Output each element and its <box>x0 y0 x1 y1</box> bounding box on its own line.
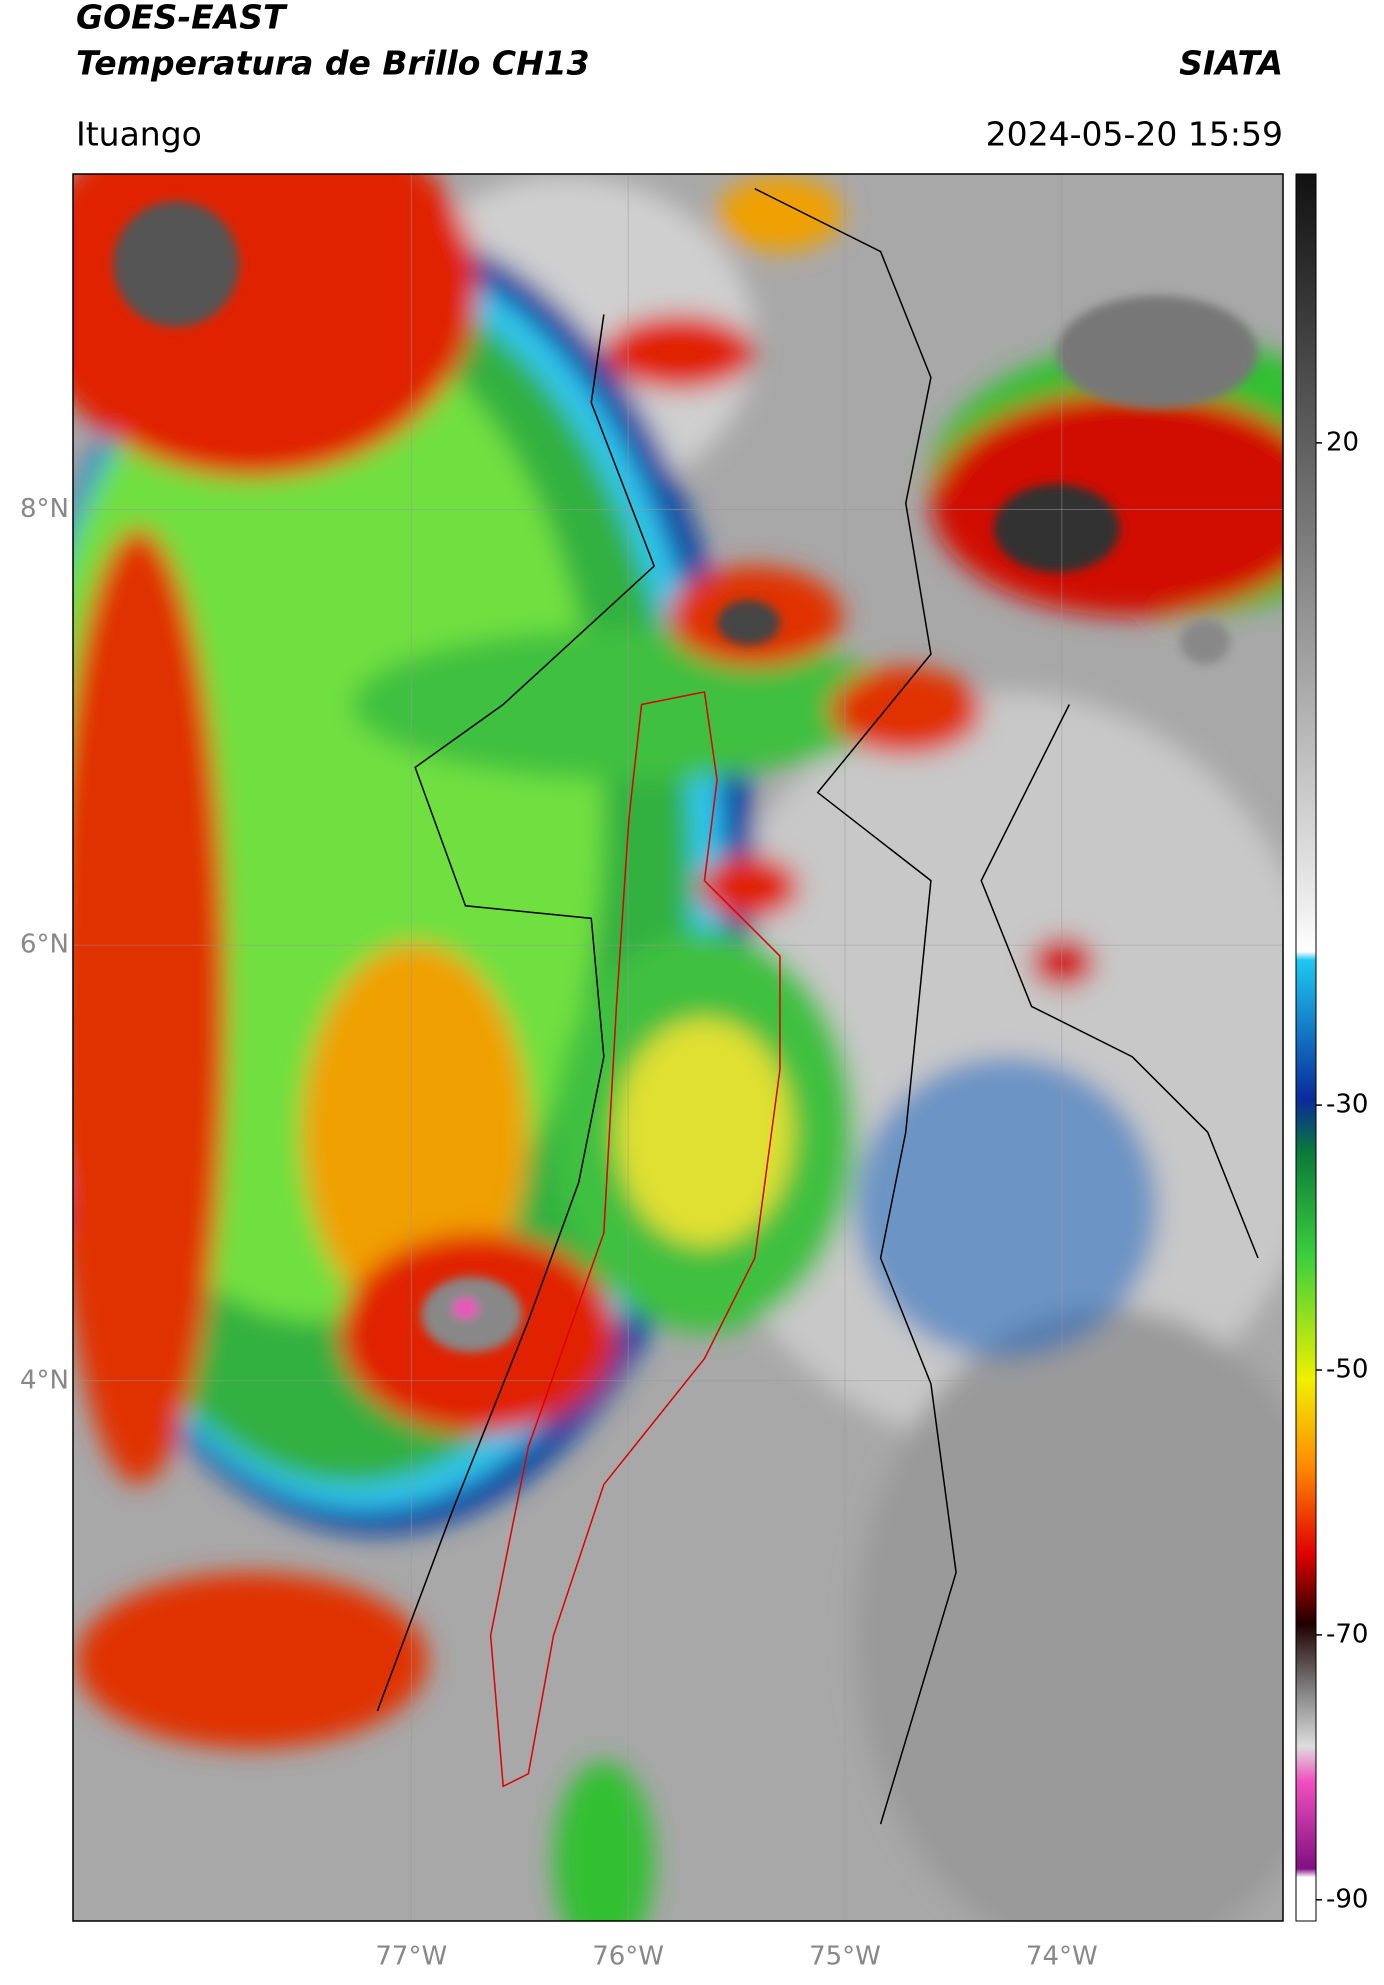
colorbar-label: -50 <box>1326 1355 1368 1385</box>
lat-label: 8°N <box>20 494 69 524</box>
source: SIATA <box>1179 44 1283 83</box>
subtitle: Temperatura de Brillo CH13 <box>76 44 590 83</box>
location: Ituango <box>76 115 202 154</box>
lon-label: 76°W <box>592 1942 664 1972</box>
lon-label: 77°W <box>375 1942 447 1972</box>
annotations: 8°N 6°N 4°N 77°W 76°W 75°W 74°W 20 -30 -50 -70 -90 <box>20 427 1368 1971</box>
grid <box>73 174 1283 1921</box>
colorbar-label: 20 <box>1326 427 1359 457</box>
colorbar-label: -90 <box>1326 1884 1368 1914</box>
satellite-image <box>73 174 1283 1921</box>
lon-label: 74°W <box>1026 1942 1098 1972</box>
datetime: 2024-05-20 15:59 <box>986 115 1283 154</box>
colorbar-label: -30 <box>1326 1090 1368 1120</box>
map-frame <box>72 173 1284 1922</box>
colorbar-label: -70 <box>1326 1619 1368 1649</box>
lat-label: 6°N <box>20 930 69 960</box>
colorbar <box>1295 173 1317 1922</box>
title: GOES-EAST <box>76 0 288 37</box>
lat-label: 4°N <box>20 1365 69 1395</box>
lon-label: 75°W <box>809 1942 881 1972</box>
